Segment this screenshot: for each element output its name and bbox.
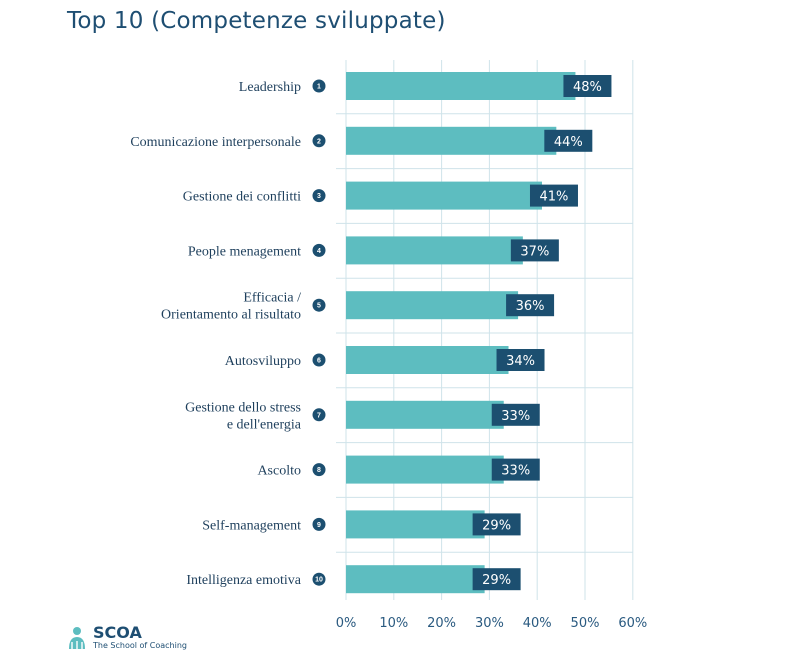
value-label-box [506,294,555,317]
value-label-box [491,403,540,426]
logo-subtitle: The School of Coaching [93,641,187,650]
rank-circle [312,298,326,312]
value-label: 36% [516,299,545,314]
x-tick-label: 20% [427,616,456,631]
logo-name: SCOA [93,623,142,642]
logo: SCOA The School of Coaching [66,625,187,651]
rank-circle [312,572,326,586]
value-label: 34% [506,354,535,369]
rank-number: 6 [317,358,321,365]
category-labels: 1 Leadership 2 Comunicazione interpersonale… [130,79,326,588]
category-label-line: Gestione dello stress [185,400,301,415]
rank-circle [312,463,326,477]
rank-number: 7 [317,412,321,419]
rank-number: 10 [315,577,323,584]
category-label-line: Orientamento al risultato [161,308,301,323]
page-title: Top 10 (Competenze sviluppate) [67,8,446,34]
rank-number: 4 [317,248,321,255]
category-label-line: Leadership [239,80,301,95]
coach-figure-icon [69,627,85,649]
rank-number: 2 [317,138,321,145]
x-tick-label: 30% [475,616,504,631]
rank-circle [312,517,326,531]
category-label-line: Efficacia / [243,291,301,306]
bar [346,400,504,429]
bar [346,510,485,539]
category-label-line: e dell'energia [227,417,302,432]
category-label: Gestione dei conflitti [183,190,301,205]
x-tick-label: 40% [523,616,552,631]
rank-number: 5 [317,303,321,310]
bar [346,565,485,594]
rank-number: 3 [317,193,321,200]
rank-circle [312,189,326,203]
bar [346,291,519,320]
value-label-box [563,75,612,97]
category-label: Intelligenza emotiva [186,573,301,588]
value-label: 44% [554,135,583,150]
category-label-line: Gestione dei conflitti [183,190,301,205]
category-label: Comunicazione interpersonale [130,135,301,150]
category-label-line: Comunicazione interpersonale [130,135,301,150]
value-label-box [472,568,521,591]
bar [346,455,504,484]
rank-circle [312,408,326,422]
x-tick-label: 10% [379,616,408,631]
rank-circle [312,79,326,93]
rank-circle [312,243,326,257]
value-label: 29% [482,573,511,588]
x-axis-ticks: 0% 10% 20% 30% 40% 50% 60% [336,616,648,631]
value-label-box [529,184,578,207]
category-label: People menagement [188,244,301,259]
bars: 48% 44% 41% 37% 36% 34% 33% 33% 29% 29% [346,72,612,594]
category-label-line: People menagement [188,244,301,259]
category-label: Leadership [239,80,301,95]
category-label-line: Ascolto [257,464,301,479]
rank-number: 8 [317,467,321,474]
category-label: Autosviluppo [225,354,301,369]
rank-number: 9 [317,522,321,529]
value-label: 33% [501,409,530,424]
x-tick-label: 50% [571,616,600,631]
category-label-line: Autosviluppo [225,354,301,369]
value-label-box [544,129,593,152]
x-tick-label: 0% [336,616,357,631]
category-label: Efficacia / Orientamento al risultato [161,291,301,323]
bar [346,72,576,100]
value-label-box [510,239,559,262]
value-label-box [472,513,521,536]
value-label: 37% [520,244,549,259]
value-label: 41% [540,190,569,205]
bar [346,236,523,265]
bar [346,126,557,155]
category-label: Self-management [202,518,301,533]
rank-circle [312,353,326,367]
bar [346,346,509,374]
value-label-box [496,349,545,371]
rank-number: 1 [317,84,321,91]
rank-circle [312,134,326,148]
category-label-line: Self-management [202,518,301,533]
category-label: Ascolto [257,464,301,479]
category-label: Gestione dello stress e dell'energia [185,400,302,432]
x-tick-label: 60% [618,616,647,631]
value-label-box [491,458,540,481]
category-label-line: Intelligenza emotiva [186,573,301,588]
value-label: 29% [482,518,511,533]
value-label: 48% [573,80,602,95]
value-label: 33% [501,464,530,479]
bar [346,181,542,210]
